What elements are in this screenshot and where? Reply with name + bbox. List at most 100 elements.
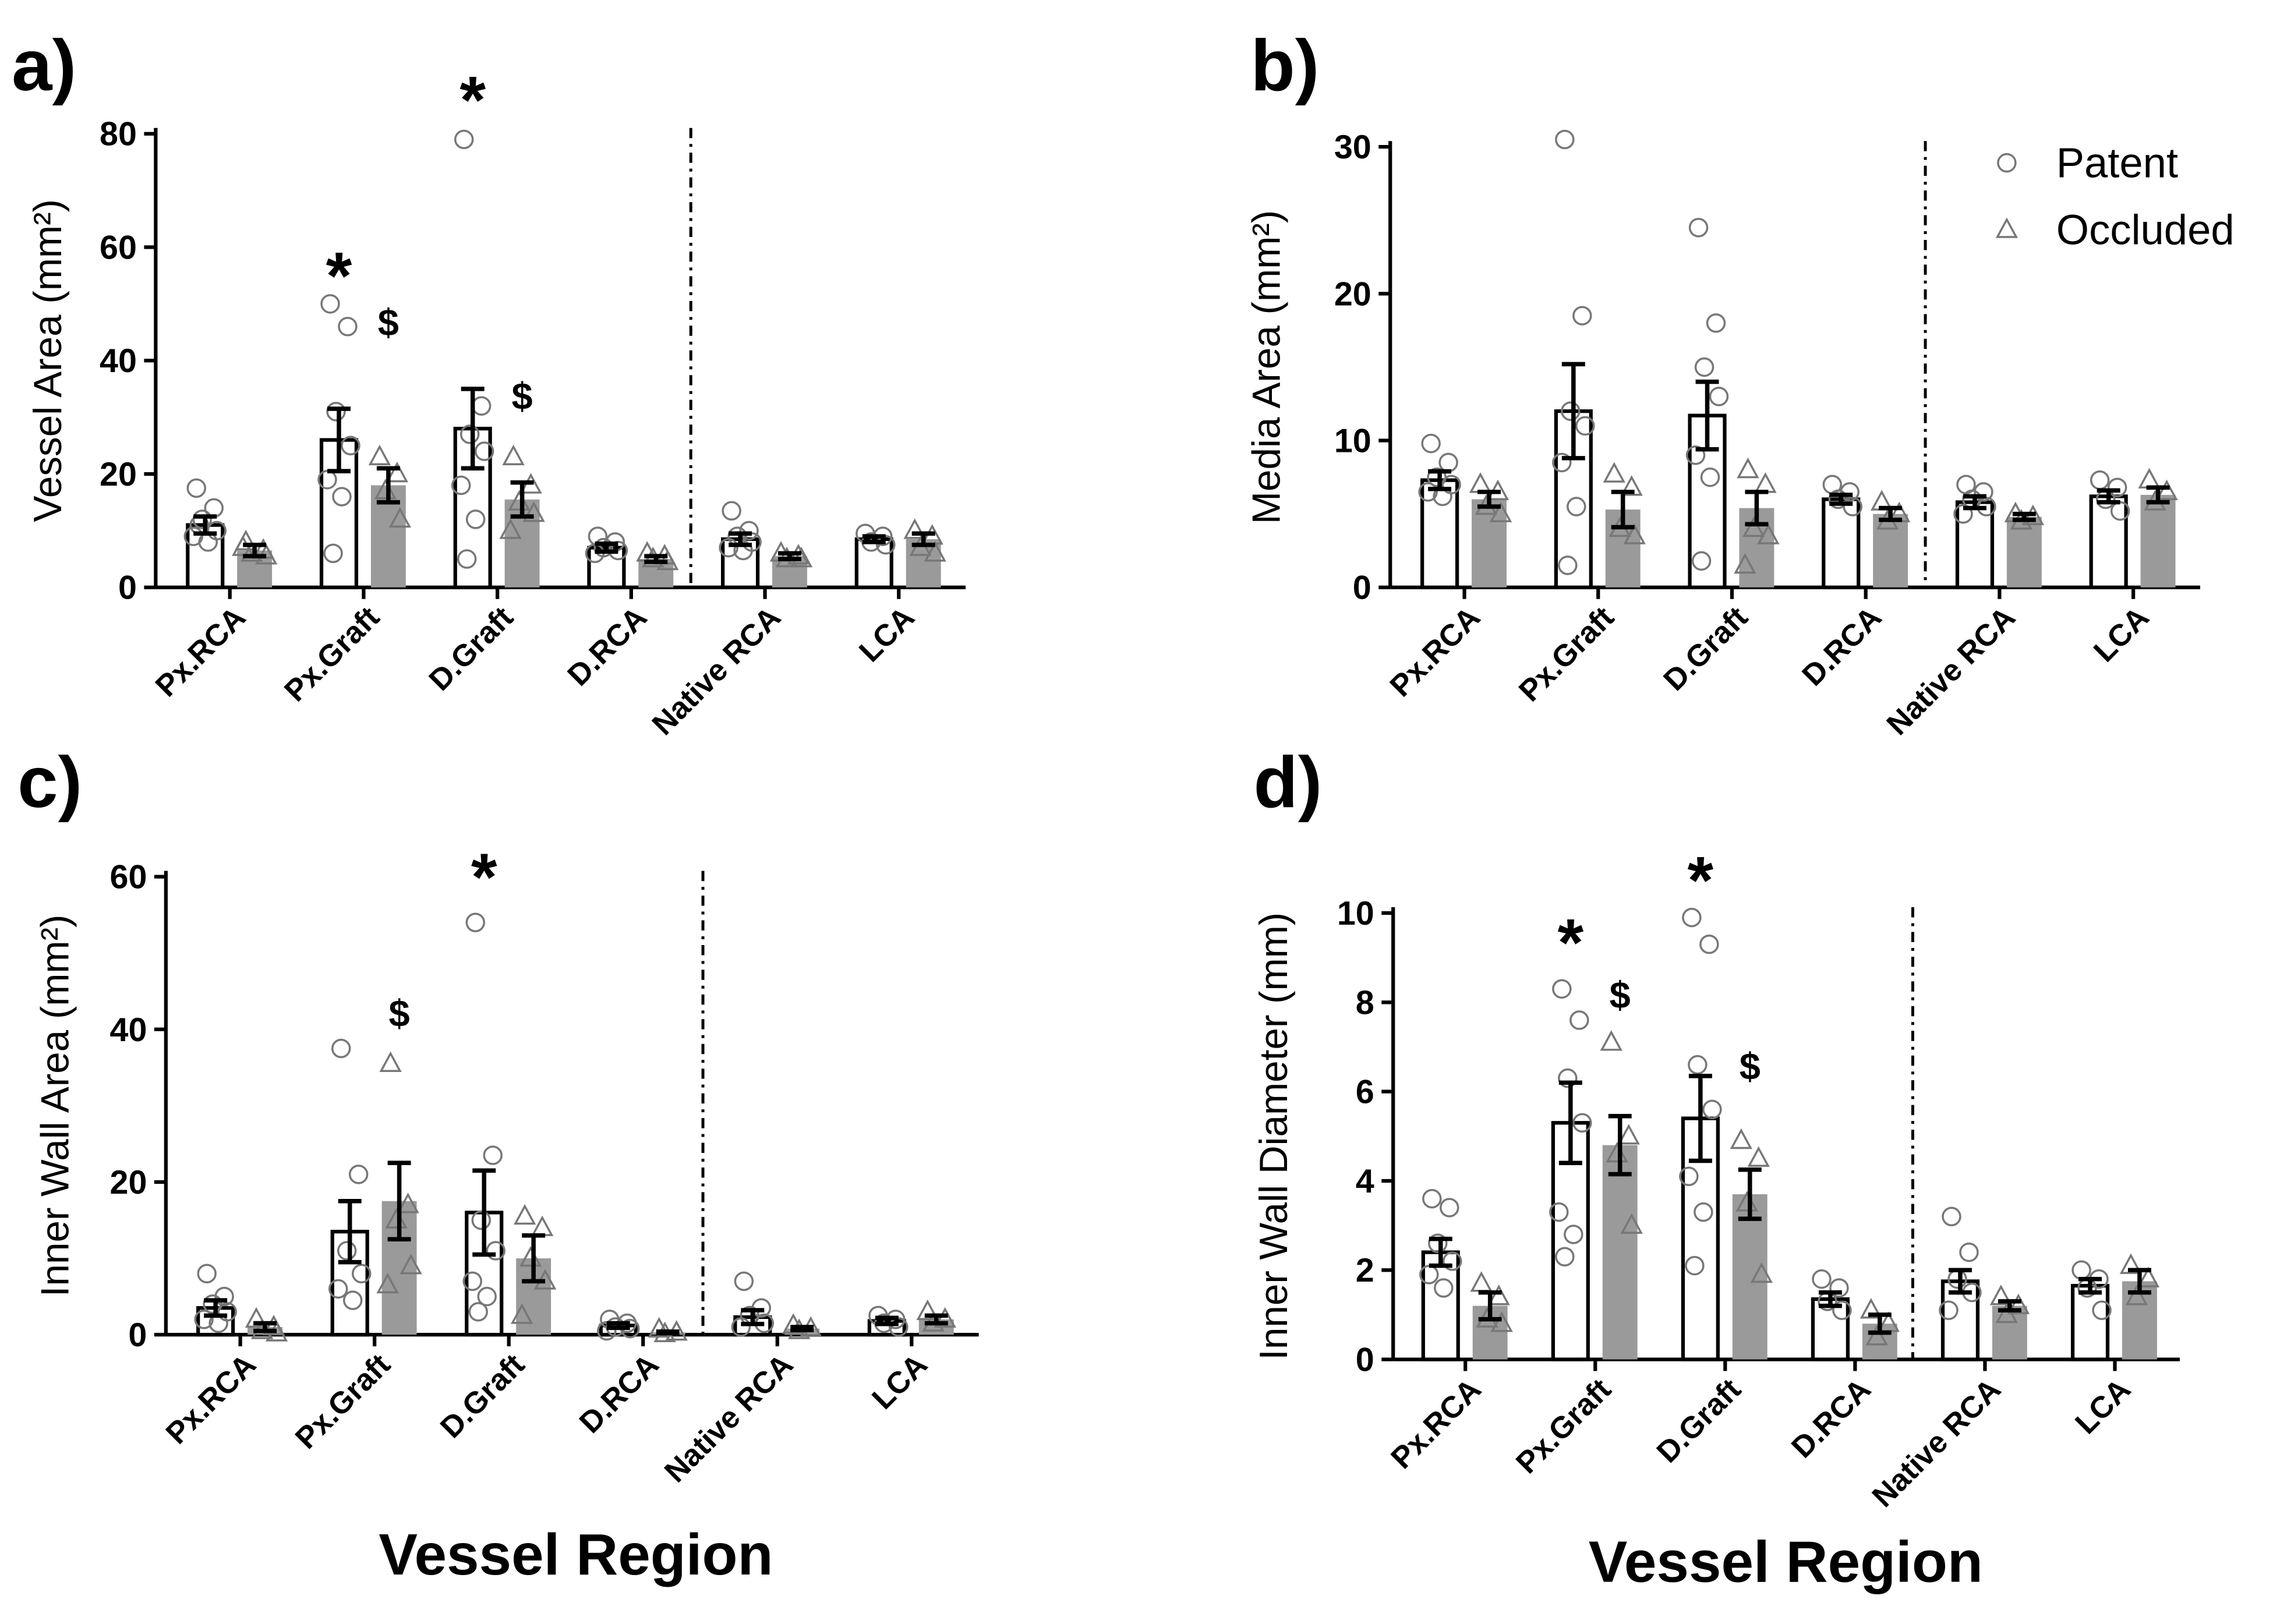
point [1995, 1302, 2019, 1324]
error-bar [1688, 1074, 1712, 1163]
point [510, 1303, 533, 1324]
error-bar [924, 1313, 948, 1326]
y-tick-label: 0 [118, 569, 137, 607]
point [2138, 468, 2161, 489]
bar [1992, 1305, 2027, 1360]
x-tick-label: D.RCA [1785, 1372, 1877, 1464]
point [483, 1145, 503, 1165]
y-tick-label: 0 [128, 1317, 147, 1354]
point [1812, 1269, 1832, 1289]
x-axis-label: Vessel Region [1589, 1530, 1983, 1595]
error-bar [1949, 1268, 1972, 1295]
y-axis-label: Media Area (mm²) [1245, 210, 1288, 524]
annotation: * [326, 239, 352, 314]
point [2125, 1285, 2148, 1305]
x-tick-label: Px.Graft [278, 600, 386, 708]
point [1953, 504, 1973, 524]
point [502, 444, 525, 465]
x-tick-label: Px.RCA [149, 600, 252, 703]
legend-marker [1997, 153, 2017, 173]
point [1682, 907, 1702, 928]
error-bar [644, 554, 668, 564]
point [1421, 433, 1441, 454]
legend-marker [1995, 217, 2019, 238]
point [2119, 1253, 2143, 1274]
point [1832, 1300, 1852, 1320]
point [1685, 1255, 1705, 1276]
bar [1811, 1297, 1850, 1361]
error-bar [2127, 1268, 2151, 1295]
x-tick-label: Px.Graft [289, 1348, 397, 1456]
y-tick-label: 60 [110, 859, 147, 896]
y-axis-label: Inner Wall Area (mm²) [34, 915, 77, 1297]
legend-label: Occluded [2056, 206, 2235, 253]
point [934, 1307, 956, 1328]
point [1679, 1166, 1699, 1187]
bar [1822, 497, 1861, 589]
y-axis-label: Vessel Area (mm²) [26, 199, 70, 522]
point [1549, 1202, 1569, 1222]
point [471, 396, 492, 416]
point [341, 436, 360, 456]
point [1487, 1285, 1510, 1305]
error-bar [1428, 469, 1452, 491]
point [465, 510, 486, 529]
legend-label: Patent [2056, 140, 2178, 187]
y-tick-label: 80 [100, 116, 137, 153]
error-bar [387, 1160, 411, 1242]
annotation: * [459, 63, 486, 138]
error-bar [1818, 1290, 1842, 1308]
point [1942, 1206, 1961, 1227]
error-bar [875, 1315, 899, 1326]
annotation: $ [378, 301, 399, 344]
error-bar [376, 466, 400, 505]
point [1434, 1278, 1454, 1298]
x-tick-label: D.RCA [1796, 600, 1888, 692]
point [1558, 556, 1578, 575]
point [1572, 306, 1592, 325]
point [186, 478, 207, 498]
point [465, 912, 485, 932]
error-bar [1561, 362, 1585, 461]
x-tick-label: LCA [853, 600, 921, 668]
point [486, 1241, 505, 1261]
point [368, 444, 391, 465]
point [1754, 472, 1777, 493]
x-tick-label: Px.RCA [1385, 1372, 1488, 1476]
point [342, 1290, 363, 1310]
point [1552, 979, 1572, 999]
point [1561, 401, 1581, 421]
x-axis-label: Vessel Region [379, 1523, 773, 1587]
x-tick-label: LCA [866, 1348, 934, 1416]
annotation: $ [389, 992, 410, 1035]
point [1564, 1225, 1583, 1244]
point [1428, 1233, 1448, 1253]
point [1939, 1300, 1959, 1320]
bar [1732, 1194, 1768, 1360]
y-tick-label: 2 [1356, 1252, 1374, 1289]
point [1555, 1247, 1575, 1266]
point [1469, 472, 1492, 493]
point [1734, 553, 1756, 574]
point [474, 441, 494, 461]
point [733, 540, 753, 561]
point [1860, 1298, 1883, 1319]
error-bar [253, 1321, 277, 1333]
point [1702, 1099, 1722, 1120]
point [1709, 387, 1729, 406]
point [1489, 501, 1512, 522]
point [1757, 523, 1780, 544]
point [734, 1271, 754, 1292]
point [317, 469, 337, 490]
error-bar [911, 531, 935, 547]
point [337, 1241, 357, 1261]
error-bar [1611, 490, 1635, 530]
error-bar [461, 387, 485, 470]
error-bar [1998, 1299, 2021, 1312]
point [1694, 357, 1715, 377]
error-bar [193, 514, 217, 536]
point [513, 1204, 536, 1225]
error-bar [1429, 1236, 1452, 1268]
point [1555, 129, 1575, 150]
x-tick-label: Native RCA [1866, 1372, 2007, 1514]
